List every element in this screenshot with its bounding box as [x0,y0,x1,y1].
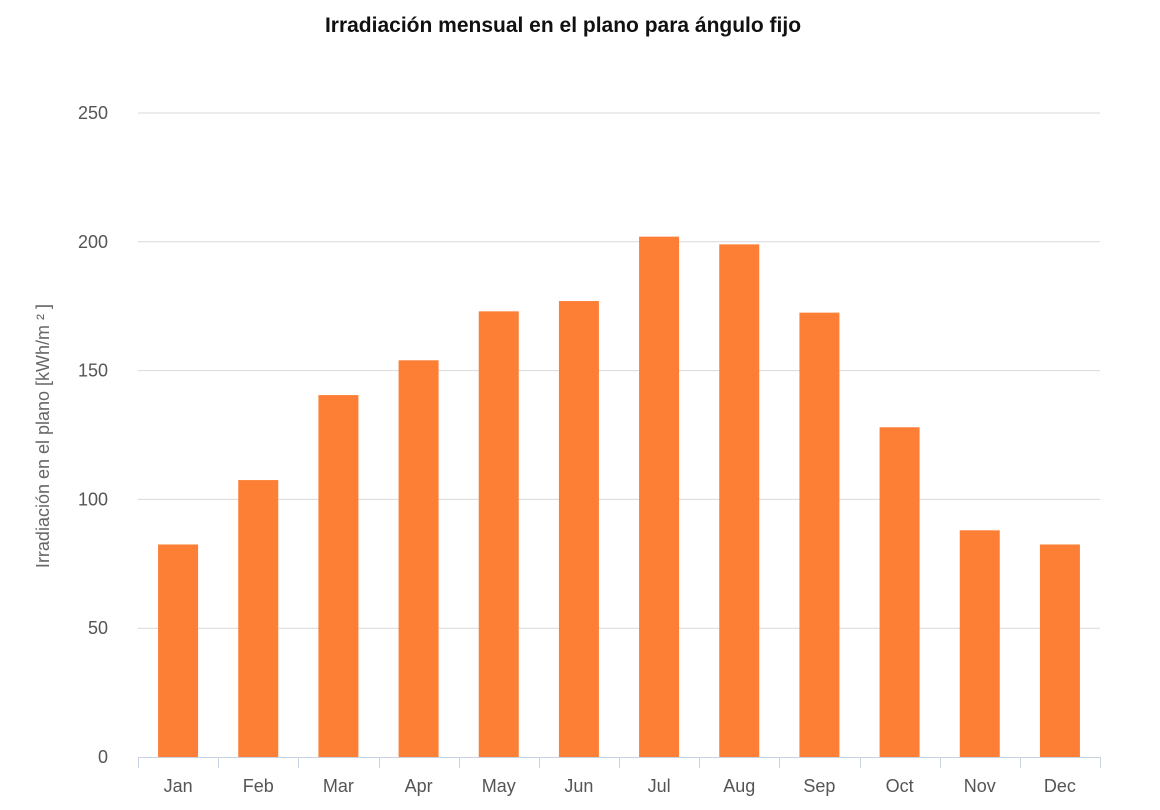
bar-sep [799,312,840,757]
y-tick-label: 100 [78,489,108,509]
x-tick-label: Aug [723,776,755,796]
y-tick-label: 250 [78,103,108,123]
bar-aug [719,244,760,758]
x-tick-label: Sep [803,776,835,796]
y-tick-label: 0 [98,747,108,767]
bar-may [478,311,519,757]
x-tick-label: Nov [964,776,996,796]
x-tick-label: Mar [323,776,354,796]
x-tick-label: May [482,776,516,796]
bar-dec [1039,544,1080,757]
x-axis [138,757,1101,768]
x-tick-label: Dec [1044,776,1076,796]
y-axis-title: Irradiación en el plano [kWh/m ² ] [33,304,53,568]
bar-apr [398,360,439,757]
bars [158,236,1080,758]
y-tick-label: 50 [88,618,108,638]
gridlines [138,112,1100,629]
y-tick-label: 150 [78,361,108,381]
bar-nov [959,530,1000,757]
x-tick-label: Jun [564,776,593,796]
bar-jun [558,301,599,757]
x-tick-label: Apr [405,776,433,796]
bar-jan [158,544,199,757]
y-tick-label: 200 [78,232,108,252]
bar-feb [238,480,279,757]
x-tick-label: Oct [886,776,914,796]
chart-title: Irradiación mensual en el plano para áng… [325,14,801,37]
x-tick-label: Jul [648,776,671,796]
x-axis-ticks: Jan Feb Mar Apr May Jun Jul Aug Sep Oct Nov Dec [164,776,1076,796]
bar-oct [879,427,920,757]
bar-mar [318,395,359,757]
y-axis-ticks: 0 50 100 150 200 250 [78,103,108,767]
bar-jul [639,236,680,757]
x-tick-label: Jan [164,776,193,796]
x-tick-label: Feb [243,776,274,796]
